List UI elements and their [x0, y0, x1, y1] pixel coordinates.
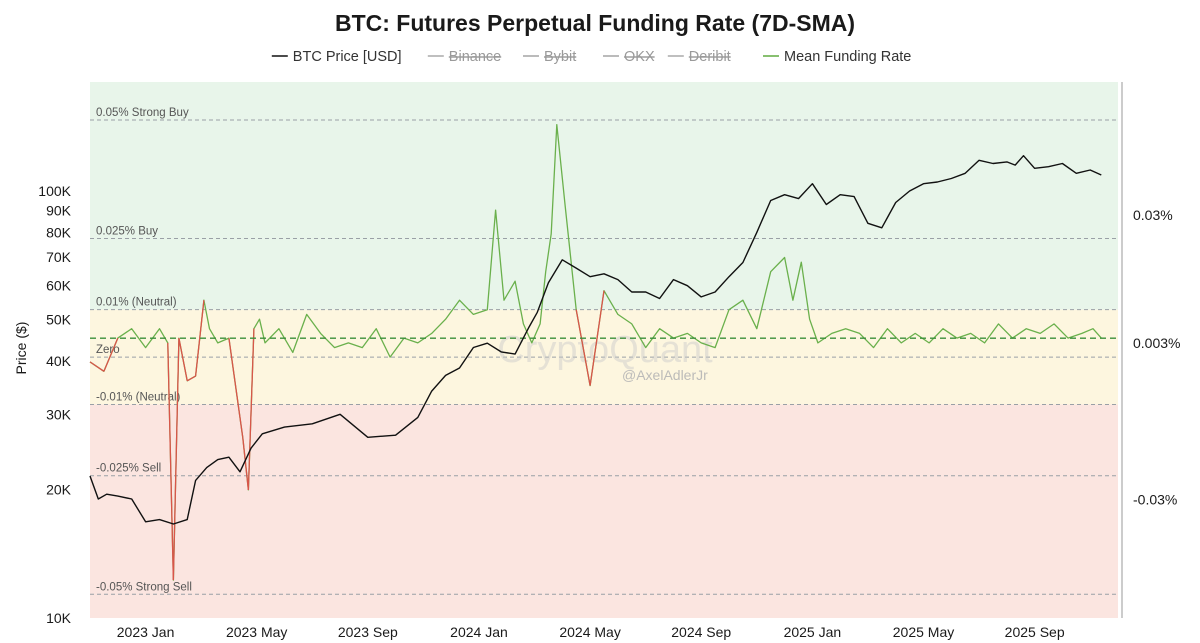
funding-negative-segment: [186, 375, 196, 382]
left-tick-50k: 50K: [46, 312, 72, 328]
x-tick-4: 2024 May: [559, 624, 620, 640]
left-tick-10k: 10K: [46, 610, 72, 626]
reference-label-1: 0.025% Buy: [96, 226, 158, 238]
x-tick-1: 2023 May: [226, 624, 287, 640]
reference-label-4: -0.01% (Neutral): [96, 392, 181, 404]
x-tick-3: 2024 Jan: [450, 624, 508, 640]
funding-negative-segment: [178, 338, 188, 381]
legend-label-2: Bybit: [544, 49, 576, 65]
band-0: [90, 82, 1118, 310]
legend-item-btc-price-usd[interactable]: BTC Price [USD]: [271, 49, 402, 65]
funding-negative-segment: [103, 337, 119, 372]
funding-negative-segment: [89, 361, 105, 372]
legend-item-binance[interactable]: Binance: [427, 49, 501, 65]
funding-negative-segment: [172, 338, 180, 581]
funding-negative-segment: [575, 309, 591, 386]
reference-label-2: 0.01% (Neutral): [96, 297, 177, 309]
funding-negative-segment: [228, 338, 244, 438]
funding-negative-segment: [167, 342, 175, 581]
x-tick-2: 2023 Sep: [338, 624, 398, 640]
attribution: @AxelAdlerJr: [622, 367, 708, 383]
left-tick-60k: 60K: [46, 278, 72, 294]
x-tick-5: 2024 Sep: [671, 624, 731, 640]
legend: BTC Price [USD] Binance Bybit OKX Deribit Mea…: [271, 49, 911, 65]
y-axis-label: Price ($): [13, 322, 29, 375]
band-2: [90, 404, 1118, 618]
reference-label-6: -0.05% Strong Sell: [96, 581, 192, 593]
reference-label-0: 0.05% Strong Buy: [96, 107, 189, 119]
legend-label-4: Deribit: [689, 49, 731, 65]
left-tick-70k: 70K: [46, 249, 72, 265]
funding-negative-segment: [589, 290, 605, 386]
legend-item-deribit[interactable]: Deribit: [667, 49, 731, 65]
funding-negative-segment: [194, 300, 205, 377]
right-tick-2: -0.03%: [1133, 491, 1177, 507]
legend-item-bybit[interactable]: Bybit: [523, 49, 576, 65]
legend-label-0: BTC Price [USD]: [293, 49, 402, 65]
reference-label-5: -0.025% Sell: [96, 463, 161, 475]
x-tick-7: 2025 May: [893, 624, 954, 640]
funding-negative-segment: [247, 328, 255, 490]
left-tick-30k: 30K: [46, 406, 72, 422]
watermark: CryptoQuant: [497, 329, 713, 371]
btc-price-line: [89, 154, 1102, 525]
right-tick-0: 0.03%: [1133, 207, 1173, 223]
x-tick-6: 2025 Jan: [784, 624, 842, 640]
legend-item-okx[interactable]: OKX: [603, 49, 655, 65]
legend-item-mean-funding-rate[interactable]: Mean Funding Rate: [763, 49, 911, 65]
plot-area: 0.05% Strong Buy 0.025% Buy 0.01% (Neutral…: [38, 82, 1180, 640]
left-tick-90k: 90K: [46, 203, 72, 219]
left-tick-100k: 100K: [38, 183, 71, 199]
x-tick-8: 2025 Sep: [1005, 624, 1065, 640]
x-tick-0: 2023 Jan: [117, 624, 175, 640]
left-tick-40k: 40K: [46, 353, 72, 369]
chart-title: BTC: Futures Perpetual Funding Rate (7D-…: [335, 10, 855, 36]
legend-label-5: Mean Funding Rate: [784, 49, 911, 65]
right-tick-1: 0.003%: [1133, 335, 1180, 351]
legend-label-3: OKX: [624, 49, 655, 65]
legend-label-1: Binance: [449, 49, 501, 65]
left-tick-80k: 80K: [46, 224, 72, 240]
funding-negative-segment: [242, 437, 250, 490]
reference-label-3: Zero: [96, 344, 120, 356]
left-tick-20k: 20K: [46, 481, 72, 497]
